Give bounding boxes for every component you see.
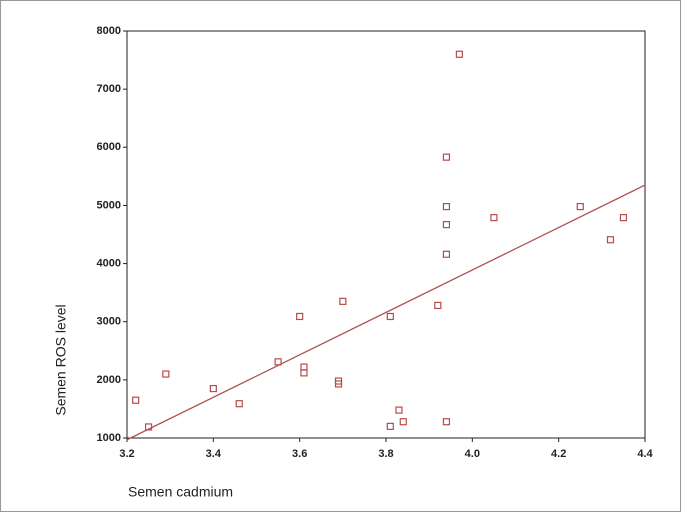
point: [162, 370, 170, 378]
point: [490, 214, 498, 222]
point: [339, 297, 347, 305]
point: [442, 221, 451, 229]
point: [442, 153, 451, 161]
point: [132, 396, 140, 404]
point: [144, 423, 153, 431]
point: [455, 50, 463, 58]
x-tick-label: 4.0: [465, 448, 480, 460]
point: [606, 236, 615, 244]
y-tick-label: 3000: [97, 316, 121, 328]
fit-line: [126, 184, 646, 441]
x-axis-label: Semen cadmium: [128, 484, 233, 500]
y-tick-label: 1000: [97, 432, 121, 444]
point: [209, 384, 217, 393]
point: [300, 369, 308, 377]
x-tick-label: 3.6: [292, 448, 307, 460]
point: [442, 202, 451, 211]
y-tick-label: 5000: [97, 199, 121, 211]
y-tick-label: 6000: [97, 141, 121, 153]
x-tick-label: 3.2: [119, 448, 134, 460]
point: [576, 202, 584, 211]
point: [386, 422, 394, 430]
point: [619, 214, 628, 222]
x-tick-label: 3.8: [378, 448, 393, 460]
point: [442, 250, 451, 258]
point: [442, 418, 451, 426]
point: [274, 358, 282, 366]
point: [296, 312, 304, 321]
point: [395, 406, 403, 414]
point: [235, 400, 243, 408]
y-tick-label: 4000: [97, 257, 121, 269]
point: [434, 301, 442, 310]
x-tick-label: 3.4: [206, 448, 222, 460]
point: [386, 312, 394, 321]
y-tick-label: 8000: [97, 25, 121, 37]
point: [334, 380, 343, 388]
point: [399, 418, 407, 426]
x-tick-label: 4.4: [637, 448, 653, 460]
x-tick-label: 4.2: [551, 448, 566, 460]
y-tick-label: 2000: [97, 374, 121, 386]
y-axis-label: Semen ROS level: [53, 304, 69, 415]
y-tick-label: 7000: [97, 83, 121, 95]
